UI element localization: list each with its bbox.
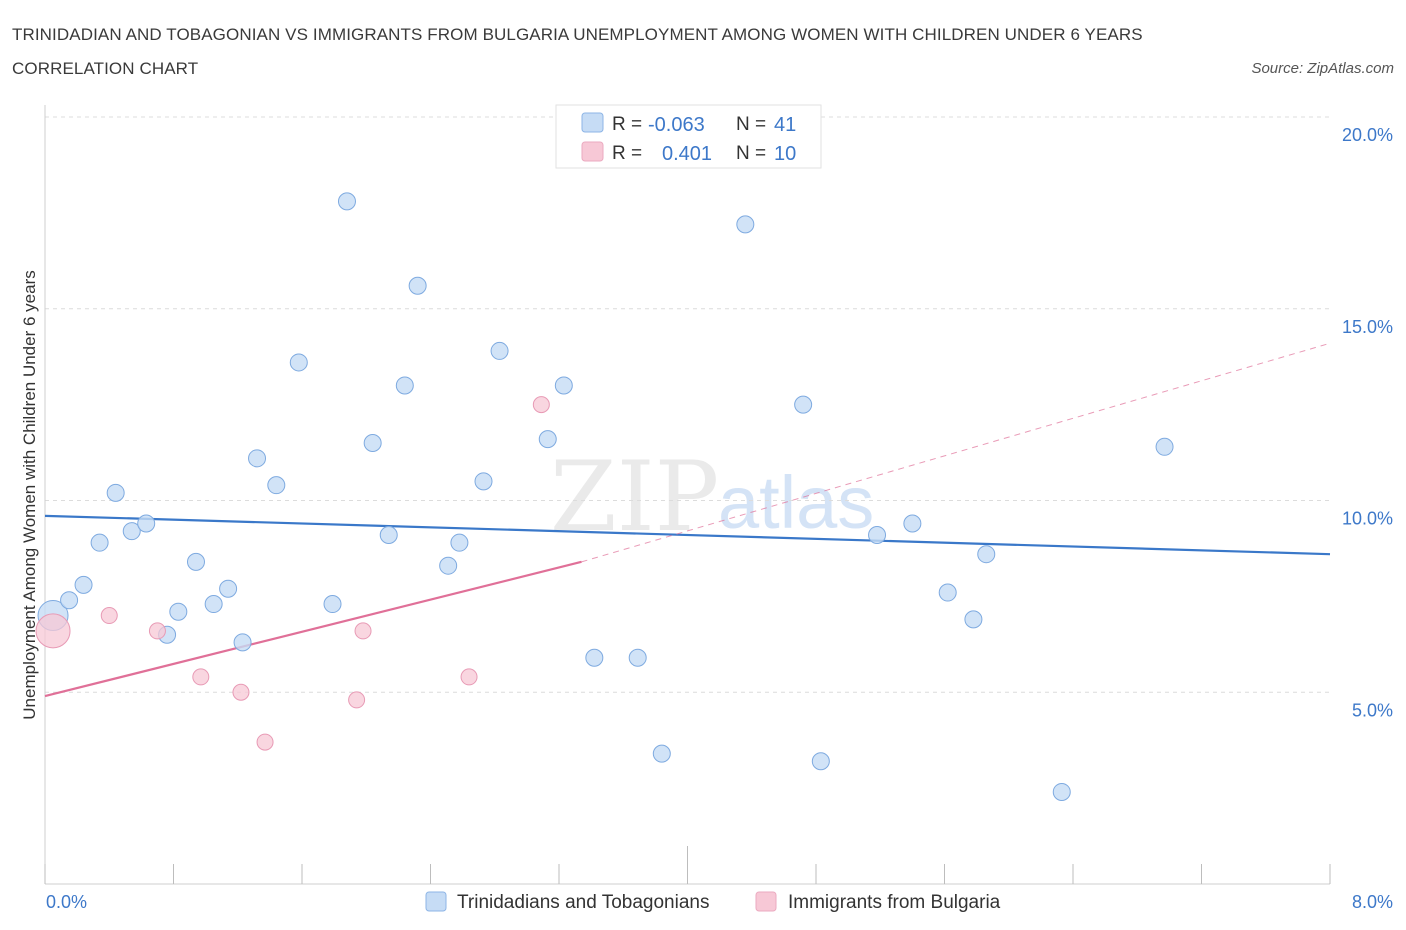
trend-line-bulgaria [44, 560, 582, 698]
point-trinidadians [736, 215, 755, 234]
x-tick-label-max: 8.0% [1352, 892, 1393, 912]
point-trinidadians [289, 353, 308, 372]
point-trinidadians [337, 192, 356, 211]
point-bulgaria [256, 733, 274, 751]
source-label: Source: ZipAtlas.com [1251, 60, 1394, 77]
bottom-legend-pink-swatch [755, 891, 777, 912]
y-tick-label: 10.0% [1342, 509, 1393, 529]
legend-n-value-2: 10 [774, 143, 796, 165]
legend-r-value-2: 0.401 [662, 143, 712, 165]
legend-box: R = -0.063 N = 41 R = 0.401 N = 10 [555, 104, 822, 169]
y-tick-label: 20.0% [1342, 125, 1393, 145]
tick-labels: 5.0% 10.0% 15.0% 20.0% 0.0% 8.0% [46, 125, 1393, 912]
x-tick-label-min: 0.0% [46, 892, 87, 912]
point-trinidadians [938, 583, 957, 602]
point-trinidadians [363, 433, 382, 452]
y-tick-label: 5.0% [1352, 700, 1393, 720]
scatter-points [35, 192, 1174, 801]
point-trinidadians [439, 556, 458, 575]
point-trinidadians [106, 483, 125, 502]
point-trinidadians [628, 648, 647, 667]
point-trinidadians [137, 514, 156, 533]
point-trinidadians [450, 533, 469, 552]
point-bulgaria [148, 622, 166, 640]
point-bulgaria [532, 396, 550, 414]
point-trinidadians [474, 472, 493, 491]
point-bulgaria [354, 622, 372, 640]
point-bulgaria [192, 668, 210, 686]
point-trinidadians [652, 744, 671, 763]
point-trinidadians [186, 552, 205, 571]
y-axis-label: Unemployment Among Women with Children U… [20, 270, 39, 719]
point-trinidadians [408, 276, 427, 295]
trend-lines [44, 342, 1331, 698]
legend-pink-swatch [581, 141, 604, 162]
point-trinidadians [122, 522, 141, 541]
bottom-legend-series-2: Immigrants from Bulgaria [788, 892, 1001, 913]
point-bulgaria [348, 691, 366, 709]
legend-n-value-1: 41 [774, 114, 796, 136]
bottom-legend: Trinidadians and Tobagonians Immigrants … [425, 891, 1001, 913]
point-trinidadians [490, 341, 509, 360]
gridlines [45, 116, 1330, 693]
point-bulgaria [232, 683, 250, 701]
point-trinidadians [811, 752, 830, 771]
legend-r-label-1: R = [612, 114, 642, 135]
point-trinidadians [538, 430, 557, 449]
point-trinidadians [868, 526, 887, 545]
legend-blue-swatch [581, 112, 604, 133]
point-trinidadians [219, 579, 238, 598]
point-bulgaria [35, 613, 71, 649]
point-trinidadians [90, 533, 109, 552]
point-trinidadians [903, 514, 922, 533]
point-trinidadians [585, 648, 604, 667]
point-trinidadians [794, 395, 813, 414]
axes [44, 105, 1331, 885]
point-trinidadians [1155, 437, 1174, 456]
point-trinidadians [248, 449, 267, 468]
legend-n-label-1: N = [736, 114, 766, 135]
bottom-legend-series-1: Trinidadians and Tobagonians [457, 892, 709, 913]
point-trinidadians [60, 591, 79, 610]
point-bulgaria [100, 607, 118, 625]
point-trinidadians [554, 376, 573, 395]
trend-line-trinidadians [44, 514, 1331, 556]
point-trinidadians [964, 610, 983, 629]
point-trinidadians [323, 595, 342, 614]
point-trinidadians [74, 575, 93, 594]
legend-r-value-1: -0.063 [648, 114, 705, 136]
point-trinidadians [169, 602, 188, 621]
point-trinidadians [204, 595, 223, 614]
trend-line-bulgaria-extension [581, 342, 1331, 563]
y-tick-label: 15.0% [1342, 317, 1393, 337]
point-trinidadians [233, 633, 252, 652]
point-trinidadians [1052, 782, 1071, 801]
bottom-legend-blue-swatch [425, 891, 447, 912]
chart-title: TRINIDADIAN AND TOBAGONIAN VS IMMIGRANTS… [12, 25, 1143, 78]
point-trinidadians [395, 376, 414, 395]
point-trinidadians [379, 526, 398, 545]
point-bulgaria [460, 668, 478, 686]
legend-r-label-2: R = [612, 143, 642, 164]
legend-n-label-2: N = [736, 143, 766, 164]
point-trinidadians [267, 476, 286, 495]
watermark-atlas: atlas [718, 461, 874, 544]
point-trinidadians [977, 545, 996, 564]
